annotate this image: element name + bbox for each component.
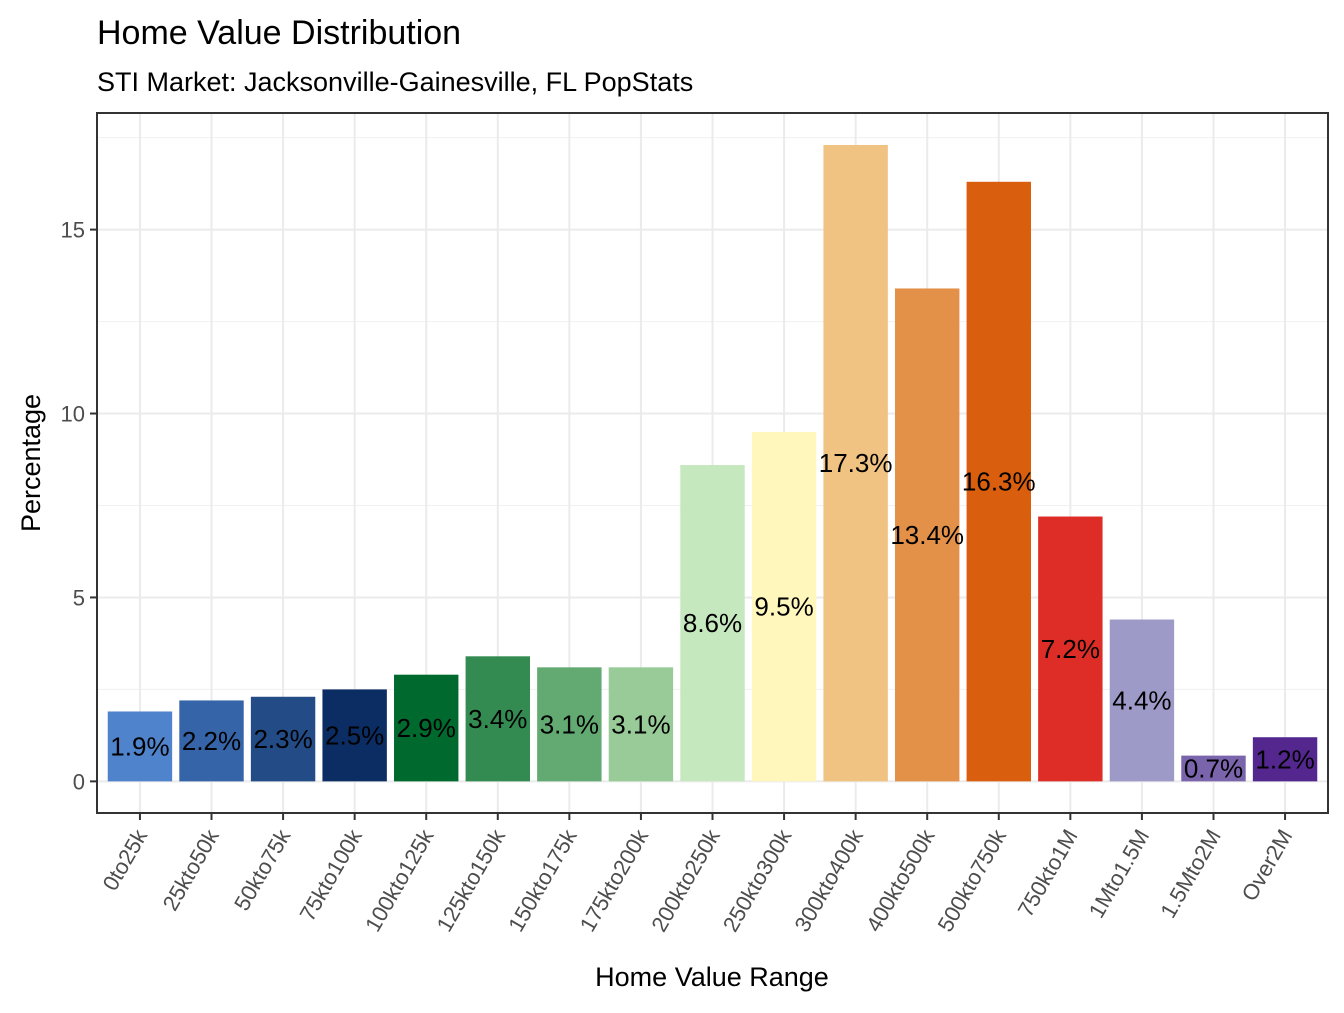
data-labels: 1.9% 2.2% 2.3% 2.5% 2.9% 3.4% 3.1% 3.1% 8.6% 9.5%… [110, 448, 1314, 783]
data-label: 4.4% [1112, 685, 1171, 715]
x-tick-label: 25kto50k [158, 824, 225, 915]
data-label: 1.9% [110, 731, 169, 761]
bar [322, 689, 387, 782]
bar [250, 696, 316, 782]
bar [394, 674, 459, 782]
bar [823, 145, 888, 782]
data-label: 2.5% [325, 720, 384, 750]
x-tick-label: 200kto250k [646, 824, 725, 936]
bar [1109, 619, 1175, 782]
y-axis-label: Percentage [16, 394, 46, 532]
y-tick-label: 15 [61, 218, 85, 243]
x-tick-label: 1Mto1.5M [1084, 825, 1155, 922]
bar [751, 431, 817, 782]
x-tick-label: 75kto100k [295, 824, 368, 925]
x-tick-label: 400kto500k [861, 824, 940, 936]
data-label: 0.7% [1184, 753, 1243, 783]
data-label: 16.3% [962, 467, 1036, 497]
x-tick-label: 750kto1M [1013, 825, 1083, 921]
chart-subtitle: STI Market: Jacksonville-Gainesville, FL… [97, 67, 693, 97]
data-label: 7.2% [1041, 634, 1100, 664]
y-axis: 0 5 10 15 [61, 218, 97, 794]
data-label: 8.6% [683, 608, 742, 638]
data-label: 17.3% [819, 448, 893, 478]
bar [537, 667, 602, 782]
data-label: 1.2% [1255, 744, 1314, 774]
bar [966, 181, 1031, 782]
bar [1181, 755, 1246, 782]
x-tick-label: 150kto175k [503, 824, 582, 936]
x-tick-label: 125kto150k [432, 824, 511, 936]
y-tick-label: 10 [61, 402, 85, 427]
x-tick-label: 175kto200k [575, 824, 654, 936]
data-label: 3.1% [611, 709, 670, 739]
bar [1252, 737, 1318, 782]
y-tick-label: 5 [73, 585, 85, 610]
x-axis: 0to25k 25kto50k 50kto75k 75kto100k100kto125… [98, 813, 1298, 936]
x-tick-label: Over2M [1237, 825, 1298, 905]
data-label: 2.9% [397, 713, 456, 743]
bar [895, 288, 960, 782]
y-tick-label: 0 [73, 769, 85, 794]
bar [465, 656, 530, 782]
data-label: 9.5% [754, 592, 813, 622]
x-tick-label: 500kto750k [933, 824, 1012, 936]
x-axis-label: Home Value Range [595, 962, 829, 992]
data-label: 2.3% [253, 724, 312, 754]
bar [680, 465, 745, 782]
x-tick-label: 100kto125k [360, 824, 439, 936]
bar [1038, 516, 1103, 782]
data-label: 3.4% [468, 704, 527, 734]
x-tick-label: 0to25k [98, 824, 153, 895]
x-tick-label: 1.5Mto2M [1155, 825, 1226, 922]
chart-title: Home Value Distribution [97, 14, 461, 52]
x-tick-label: 50kto75k [229, 824, 296, 915]
data-label: 13.4% [890, 520, 964, 550]
data-label: 3.1% [540, 709, 599, 739]
bar [107, 711, 173, 782]
x-tick-label: 250kto300k [718, 824, 797, 936]
bars [107, 145, 1318, 782]
data-label: 2.2% [182, 726, 241, 756]
x-tick-label: 300kto400k [789, 824, 868, 936]
bar [179, 700, 244, 782]
bar [608, 667, 674, 782]
